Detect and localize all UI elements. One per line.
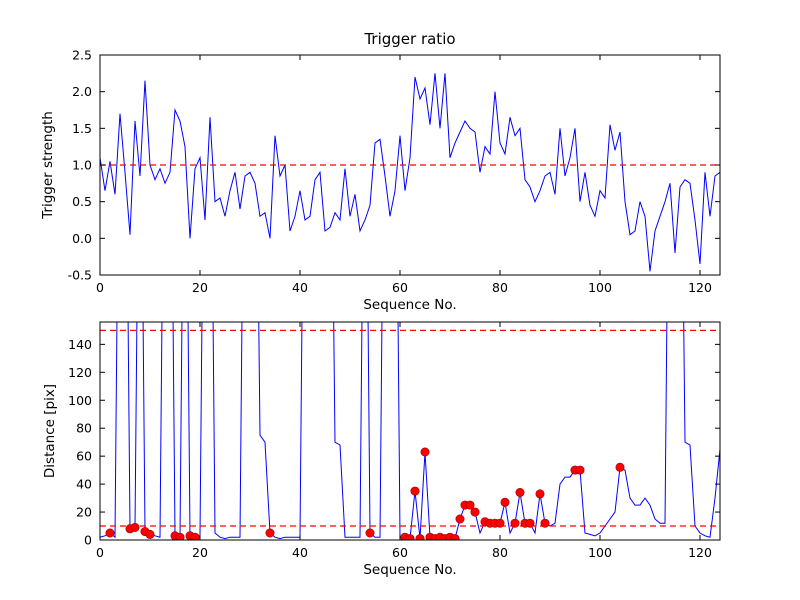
y-tick-label: 0.0: [72, 231, 92, 246]
y-tick-label: 0.5: [72, 194, 92, 209]
y-tick-label: 20: [76, 505, 92, 520]
y-tick-label: 1.0: [72, 158, 92, 173]
data-point: [130, 522, 140, 532]
x-tick-label: 80: [492, 545, 508, 560]
data-point: [470, 507, 480, 517]
y-tick-label: 140: [68, 337, 92, 352]
distance-plot: 0 20 40 60 80 100 120 0 20 40 60 80 100 120 140: [68, 321, 721, 560]
y-tick-label: 1.5: [72, 121, 92, 136]
x-tick-label: 120: [688, 280, 712, 295]
data-point: [515, 487, 525, 497]
x-tick-label: 100: [588, 545, 612, 560]
data-point: [615, 462, 625, 472]
data-point: [450, 534, 460, 540]
x-tick-label: 120: [688, 545, 712, 560]
y-tick-label: 80: [76, 421, 92, 436]
data-point: [105, 528, 115, 538]
data-point: [500, 497, 510, 507]
y-tick-label: 120: [68, 365, 92, 380]
chart-title: Trigger ratio: [364, 30, 456, 48]
x-tick-label: 60: [392, 280, 408, 295]
data-point: [145, 529, 155, 539]
data-point: [410, 486, 420, 496]
data-point: [365, 528, 375, 538]
y-tick-label: 0: [84, 533, 92, 548]
data-point: [465, 500, 475, 510]
trigger-ratio-plot: 0 20 40 60 80 100 120 -0.5 0.0 0.5 1.0 1.5 2.0 2.5: [68, 48, 721, 295]
x-tick-label: 40: [292, 545, 308, 560]
top-x-axis-label: Sequence No.: [363, 297, 457, 313]
data-point: [540, 518, 550, 528]
y-tick-label: 60: [76, 449, 92, 464]
y-tick-label: 2.5: [72, 48, 92, 63]
bottom-y-axis-label: Distance [pix]: [42, 383, 58, 479]
data-point: [510, 518, 520, 528]
data-point: [190, 532, 200, 540]
x-tick-label: 60: [392, 545, 408, 560]
x-tick-label: 80: [492, 280, 508, 295]
x-tick-label: 20: [192, 280, 208, 295]
x-tick-label: 20: [192, 545, 208, 560]
y-tick-label: 40: [76, 477, 92, 492]
y-tick-label: 2.0: [72, 84, 92, 99]
data-point: [405, 534, 415, 540]
data-line: [100, 73, 720, 272]
x-tick-label: 40: [292, 280, 308, 295]
y-tick-label: -0.5: [68, 268, 92, 283]
x-tick-label: 0: [96, 545, 104, 560]
data-point: [575, 465, 585, 475]
axes-spines: [99, 321, 721, 541]
data-point: [495, 518, 505, 528]
data-point: [265, 528, 275, 538]
data-point: [535, 489, 545, 499]
bottom-x-axis-label: Sequence No.: [363, 562, 457, 578]
data-point: [420, 447, 430, 457]
x-tick-label: 100: [588, 280, 612, 295]
data-line: [100, 322, 720, 540]
top-y-axis-label: Trigger strength: [40, 111, 56, 219]
x-tick-label: 0: [96, 280, 104, 295]
data-point: [175, 532, 185, 540]
data-point: [415, 534, 425, 540]
data-point: [455, 514, 465, 524]
y-tick-label: 100: [68, 393, 92, 408]
data-point: [525, 518, 535, 528]
